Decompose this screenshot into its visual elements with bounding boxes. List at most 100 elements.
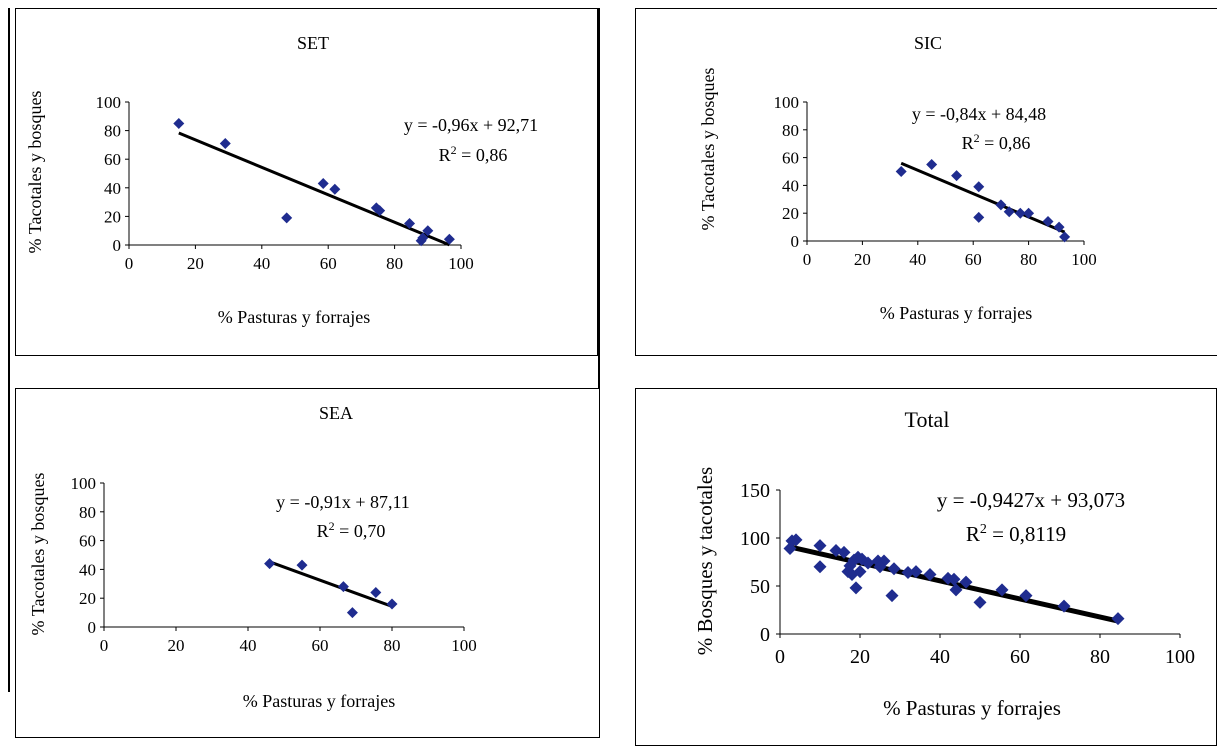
data-point [873,560,887,574]
y-tick-label: 0 [760,624,770,646]
x-axis-label: % Pasturas y forrajes [243,691,395,711]
data-point [1053,221,1065,233]
data-point [813,539,827,553]
data-point [219,137,231,149]
x-tick-label: 0 [803,250,812,269]
x-tick-label: 100 [448,254,474,273]
y-tick-label: 60 [79,532,96,551]
x-tick-label: 60 [312,636,329,655]
data-points [783,533,1125,626]
r-squared-value: = 0,70 [335,521,386,541]
data-point [995,199,1007,211]
x-tick-label: 20 [168,636,185,655]
y-tick-label: 40 [104,179,121,198]
data-point [995,583,1009,597]
data-point [173,117,185,129]
data-point [813,560,827,574]
axes [128,102,461,246]
y-tick-label: 40 [79,560,96,579]
data-point [1057,599,1071,613]
data-point [374,205,386,217]
data-point [346,607,358,619]
x-tick-label: 60 [320,254,337,273]
data-points [264,558,398,619]
r-squared-label: R2 = 0,86 [962,131,1031,153]
data-point [973,181,985,193]
r-squared-symbol: R [966,522,980,546]
x-tick-label: 40 [930,646,950,668]
data-point [281,212,293,224]
y-tick-label: 20 [782,204,799,223]
x-tick-label: 40 [909,250,926,269]
data-point [895,166,907,177]
data-point [1059,231,1071,243]
data-point [849,581,863,595]
y-tick-label: 100 [740,528,770,550]
r-squared-label: R2 = 0,8119 [966,522,1066,546]
data-point [973,211,985,223]
trendline-equation: y = -0,91x + 87,11 [276,492,410,512]
data-point [951,170,963,182]
x-tick-label: 40 [253,254,270,273]
data-point [789,533,803,547]
x-tick-label: 80 [386,254,403,273]
y-axis-label: % Tacotales y bosques [28,473,48,636]
data-point [417,232,429,244]
chart-set: SET 0 20 40 60 80 100 0 20 40 60 80 100 % Pasturas … [25,33,538,327]
r-squared-value: = 0,86 [980,133,1031,153]
chart-panel-set: SET 0 20 40 60 80 100 0 20 40 60 80 100 % Pasturas … [15,8,598,356]
trendline-equation: y = -0,96x + 92,71 [404,115,538,135]
r-squared-superscript: 2 [980,522,987,537]
data-point [909,565,923,579]
chart-title: SEA [319,403,353,423]
axes [806,102,1084,242]
chart-panel-sic: SIC 0 20 40 60 80 100 0 20 40 60 80 100 % Pasturas … [635,8,1217,356]
x-tick-label: 60 [965,250,982,269]
x-tick-label: 80 [1090,646,1110,668]
data-point [973,595,987,609]
data-point [837,545,851,559]
data-point [949,583,963,597]
tick-labels: 0 50 100 150 0 20 40 60 80 100 [740,480,1195,668]
x-tick-label: 100 [1071,250,1097,269]
y-tick-label: 0 [88,618,97,637]
y-tick-label: 100 [774,93,800,112]
data-point [337,581,349,593]
trendline [178,131,450,247]
data-point [1042,216,1054,228]
r-squared-value: = 0,86 [457,145,508,165]
x-axis-label: % Pasturas y forrajes [880,303,1032,323]
trendline-equation: y = -0,84x + 84,48 [912,104,1046,124]
trendline-equation: y = -0,9427x + 93,073 [937,488,1125,512]
data-point [443,233,455,245]
separator-line-left [8,8,10,692]
y-tick-label: 60 [782,149,799,168]
x-tick-label: 40 [240,636,257,655]
x-tick-label: 0 [775,646,785,668]
axes [779,490,1180,635]
x-tick-label: 100 [1165,646,1195,668]
data-point [1019,589,1033,603]
x-tick-label: 80 [384,636,401,655]
data-point [404,218,416,230]
data-point [959,575,973,589]
r-squared-symbol: R [962,133,974,153]
data-point [1111,612,1125,626]
data-point [386,598,398,610]
y-tick-label: 80 [79,503,96,522]
y-tick-label: 80 [104,122,121,141]
chart-sic: SIC 0 20 40 60 80 100 0 20 40 60 80 100 % Pasturas … [698,33,1097,323]
data-points [173,117,455,247]
x-tick-label: 20 [850,646,870,668]
data-point [861,556,875,570]
r-squared-symbol: R [317,521,329,541]
data-point [885,589,899,603]
y-tick-label: 0 [113,236,122,255]
chart-title: Total [905,407,950,432]
data-point [947,572,961,586]
chart-sea: SEA 0 20 40 60 80 100 0 20 40 60 80 100 % Pasturas … [28,403,477,711]
data-point [1003,206,1015,218]
separator-line-middle [598,8,600,692]
data-point [923,567,937,581]
y-tick-label: 60 [104,150,121,169]
